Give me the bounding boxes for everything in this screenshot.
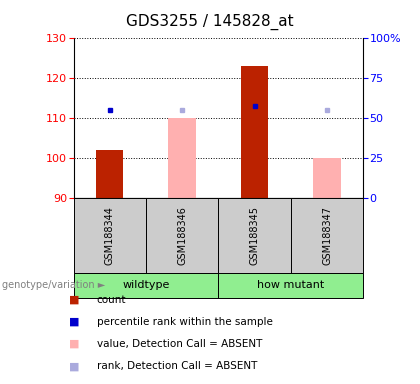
Text: ■: ■ <box>69 317 80 327</box>
Text: GSM188345: GSM188345 <box>249 206 260 265</box>
Bar <box>291 198 363 273</box>
Bar <box>74 198 146 273</box>
Text: ■: ■ <box>69 295 80 305</box>
Text: count: count <box>97 295 126 305</box>
Bar <box>74 273 218 298</box>
Bar <box>146 198 218 273</box>
Bar <box>218 273 363 298</box>
Bar <box>241 66 268 198</box>
Text: ■: ■ <box>69 339 80 349</box>
Bar <box>96 150 123 198</box>
Text: GSM188344: GSM188344 <box>105 206 115 265</box>
Text: GSM188346: GSM188346 <box>177 206 187 265</box>
Bar <box>313 158 341 198</box>
Text: how mutant: how mutant <box>257 280 325 290</box>
Text: wildtype: wildtype <box>122 280 170 290</box>
Text: GSM188347: GSM188347 <box>322 206 332 265</box>
Text: percentile rank within the sample: percentile rank within the sample <box>97 317 273 327</box>
Text: rank, Detection Call = ABSENT: rank, Detection Call = ABSENT <box>97 361 257 371</box>
Text: value, Detection Call = ABSENT: value, Detection Call = ABSENT <box>97 339 262 349</box>
Text: GDS3255 / 145828_at: GDS3255 / 145828_at <box>126 13 294 30</box>
Text: genotype/variation ►: genotype/variation ► <box>2 280 105 290</box>
Bar <box>168 118 196 198</box>
Bar <box>218 198 291 273</box>
Text: ■: ■ <box>69 361 80 371</box>
